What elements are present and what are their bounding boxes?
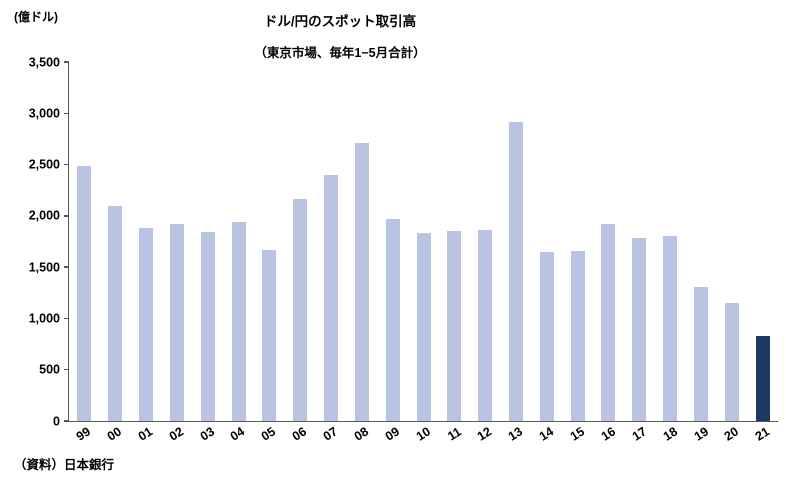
bar-slot: [285, 62, 316, 421]
bar-19: [693, 286, 708, 421]
y-tick-mark: [64, 266, 69, 268]
bar-17: [632, 238, 647, 421]
x-tick-label-17: 17: [629, 424, 649, 444]
bar-slot: [531, 62, 562, 421]
x-tick-label-15: 15: [567, 424, 588, 444]
bar-20: [724, 303, 739, 421]
bar-12: [478, 230, 493, 421]
x-tick-label-08: 08: [351, 424, 371, 444]
y-tick-label: 500: [39, 362, 60, 377]
bar-slot: [716, 62, 747, 421]
bar-07: [324, 174, 339, 421]
x-tick-label-12: 12: [475, 424, 495, 444]
x-tick-label-99: 99: [73, 424, 94, 444]
bar-slot: [316, 62, 347, 421]
bar-04: [231, 222, 246, 421]
bar-slot: [439, 62, 470, 421]
x-tick-label-09: 09: [382, 424, 402, 444]
bar-11: [447, 231, 462, 421]
y-tick-label: 0: [53, 413, 60, 428]
chart-title-block: ドル/円のスポット取引高 （東京市場、毎年1−5月合計）: [0, 10, 680, 61]
bar-slot: [223, 62, 254, 421]
bar-slot: [408, 62, 439, 421]
bar-slot: [655, 62, 686, 421]
bar-01: [139, 228, 154, 421]
x-tick-label-04: 04: [228, 424, 248, 444]
plot-area: 0 500 1,000 1,500 2,000 2,500 3,000 3,500: [29, 56, 778, 427]
bar-slot: [131, 62, 162, 421]
bar-18: [663, 236, 678, 421]
x-tick-label-11: 11: [444, 424, 464, 444]
y-tick-label: 3,000: [28, 106, 60, 121]
y-tick-mark: [64, 317, 69, 320]
bars: [69, 62, 778, 421]
bar-slot: [501, 62, 532, 421]
bar-99: [77, 165, 92, 421]
bar-slot: [747, 62, 778, 421]
x-tick-label-02: 02: [166, 424, 186, 444]
y-tick-label: 1,000: [28, 311, 60, 326]
x-tick-label-21: 21: [753, 424, 773, 444]
bar-00: [108, 205, 123, 421]
bar-02: [169, 224, 184, 421]
y-tick-mark: [64, 215, 69, 217]
y-tick-mark: [64, 420, 69, 422]
bar-slot: [377, 62, 408, 421]
x-tick-label-13: 13: [506, 424, 526, 444]
bar-15: [570, 250, 585, 421]
bar-slot: [686, 62, 717, 421]
bar-05: [262, 249, 277, 421]
y-tick-mark: [64, 112, 69, 115]
bar-slot: [346, 62, 377, 421]
y-tick-label: 3,500: [28, 54, 60, 69]
x-axis-labels: 99 00 01 02 03 04 05 06 07 08 09 10 11 12 13 14 15 16 17 18…: [68, 424, 778, 443]
y-tick-mark: [64, 163, 69, 166]
bar-14: [539, 251, 554, 421]
bar-06: [293, 199, 308, 421]
source-note: （資料）日本銀行: [14, 458, 115, 472]
x-tick-label-05: 05: [259, 424, 279, 444]
x-tick-label-10: 10: [413, 424, 433, 444]
y-axis-unit-label: (億ドル): [14, 10, 58, 24]
bar-16: [601, 224, 616, 421]
x-tick-label-06: 06: [289, 424, 310, 444]
chart-subtitle: （東京市場、毎年1−5月合計）: [254, 46, 426, 60]
x-tick-label-18: 18: [660, 424, 680, 444]
bar-08: [354, 143, 369, 421]
x-tick-label-20: 20: [722, 424, 742, 444]
y-tick-label: 2,000: [28, 208, 60, 223]
bar-slot: [593, 62, 624, 421]
bar-slot: [100, 62, 131, 421]
bar-13: [509, 121, 523, 421]
x-tick-label-16: 16: [598, 424, 618, 444]
bar-21: [755, 335, 770, 421]
x-tick-label-07: 07: [320, 424, 341, 444]
x-tick-label-14: 14: [536, 424, 557, 444]
bar-slot: [254, 62, 285, 421]
bar-09: [385, 218, 400, 421]
y-tick-mark: [64, 368, 69, 371]
bar-03: [200, 232, 215, 421]
bar-slot: [69, 62, 100, 421]
y-tick-label: 2,500: [28, 157, 60, 172]
bar-10: [416, 233, 431, 421]
bar-slot: [192, 62, 223, 421]
x-tick-label-03: 03: [197, 424, 217, 444]
y-tick-mark: [64, 61, 69, 63]
bar-slot: [562, 62, 593, 421]
bar-slot: [161, 62, 192, 421]
y-tick-label: 1,500: [28, 259, 60, 274]
x-tick-label-00: 00: [104, 424, 124, 444]
x-tick-label-19: 19: [691, 424, 711, 444]
x-tick-label-01: 01: [135, 424, 155, 444]
bar-slot: [470, 62, 501, 421]
bar-slot: [624, 62, 655, 421]
chart-title: ドル/円のスポット取引高: [263, 14, 417, 29]
